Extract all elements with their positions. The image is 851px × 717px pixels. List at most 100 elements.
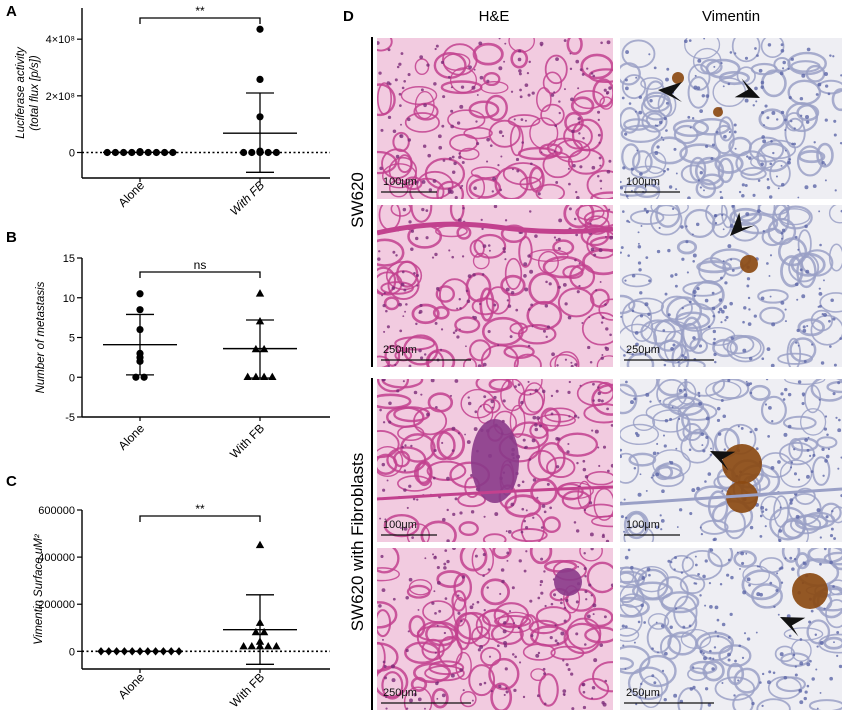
tissue-septum: [760, 395, 787, 425]
cell-nucleus: [500, 155, 503, 158]
cell-nucleus: [410, 247, 414, 251]
cell-nucleus: [653, 681, 657, 685]
cell-nucleus: [386, 325, 390, 329]
cell-nucleus: [821, 447, 825, 452]
cell-nucleus: [459, 104, 464, 109]
scale-bar-label: 250μm: [626, 687, 660, 699]
tissue-septum: [705, 205, 728, 226]
cell-nucleus: [570, 364, 574, 367]
cell-nucleus: [527, 380, 530, 383]
cell-nucleus: [485, 160, 489, 163]
tissue-septum: [557, 287, 595, 318]
cell-nucleus: [479, 75, 484, 80]
cell-nucleus: [660, 519, 665, 523]
cell-nucleus: [667, 313, 671, 317]
cell-nucleus: [519, 88, 522, 92]
cell-nucleus: [696, 287, 700, 291]
cell-nucleus: [567, 167, 570, 170]
tissue-septum: [742, 565, 770, 586]
cell-nucleus: [692, 290, 697, 294]
cell-nucleus: [521, 507, 525, 511]
tissue-septum: [634, 566, 669, 593]
cell-nucleus: [693, 582, 696, 585]
cell-nucleus: [606, 92, 609, 95]
cell-nucleus: [771, 110, 776, 115]
tissue-septum: [714, 676, 756, 701]
cell-nucleus: [637, 245, 642, 249]
cell-nucleus: [803, 360, 807, 363]
cell-nucleus: [458, 152, 461, 155]
cell-nucleus: [511, 653, 515, 656]
cell-nucleus: [678, 417, 681, 421]
tissue-septum: [621, 273, 653, 288]
cell-nucleus: [676, 526, 679, 528]
cell-nucleus: [505, 687, 508, 690]
cell-nucleus: [639, 473, 642, 476]
tissue-septum: [377, 601, 398, 629]
cell-nucleus: [790, 466, 793, 469]
data-point: [272, 642, 281, 650]
micrograph-vimentin-3: 100μm: [620, 379, 842, 542]
cell-nucleus: [768, 195, 773, 199]
tissue-septum: [767, 217, 797, 246]
cell-nucleus: [466, 299, 471, 304]
cell-nucleus: [592, 74, 596, 78]
tissue-septum: [808, 699, 842, 710]
cell-nucleus: [739, 567, 741, 570]
cell-nucleus: [778, 529, 783, 533]
cell-nucleus: [730, 258, 733, 261]
tissue-septum: [453, 596, 467, 627]
cell-nucleus: [756, 565, 759, 568]
cell-nucleus: [786, 614, 791, 619]
cell-nucleus: [712, 657, 715, 660]
tissue-septum: [819, 292, 842, 313]
tissue-septum: [582, 248, 613, 276]
cell-nucleus: [755, 447, 759, 451]
tissue-septum: [729, 207, 762, 226]
cell-nucleus: [598, 156, 602, 160]
cell-nucleus: [498, 684, 502, 688]
cell-nucleus: [446, 508, 449, 512]
cell-nucleus: [413, 390, 418, 395]
cell-nucleus: [593, 658, 598, 663]
x-category-label: With FB: [227, 670, 267, 710]
cell-nucleus: [461, 575, 466, 579]
tissue-septum: [633, 183, 660, 198]
tissue-septum: [718, 116, 734, 142]
y-tick-label: 400000: [38, 552, 75, 564]
data-point: [240, 148, 248, 157]
cell-nucleus: [784, 308, 787, 311]
cell-nucleus: [675, 607, 678, 610]
cell-nucleus: [833, 119, 837, 123]
tissue-septum: [512, 379, 543, 396]
cell-nucleus: [609, 333, 612, 337]
cell-nucleus: [529, 269, 534, 274]
cell-nucleus: [768, 406, 772, 410]
cell-nucleus: [558, 111, 561, 115]
cell-nucleus: [382, 488, 386, 492]
cell-nucleus: [671, 406, 674, 408]
cell-nucleus: [588, 583, 592, 587]
tissue-septum: [589, 288, 610, 308]
cell-nucleus: [593, 253, 597, 257]
cell-nucleus: [563, 606, 567, 610]
cell-nucleus: [589, 361, 593, 364]
vimentin-positive-cells: [713, 107, 723, 117]
tissue-septum: [542, 71, 563, 95]
tissue-septum: [794, 513, 829, 531]
cell-nucleus: [428, 188, 433, 192]
cell-nucleus: [819, 691, 822, 694]
cell-nucleus: [421, 180, 426, 184]
cell-nucleus: [467, 396, 470, 399]
cell-nucleus: [746, 382, 751, 387]
tissue-septum: [377, 238, 405, 267]
cell-nucleus: [438, 289, 441, 292]
cell-nucleus: [591, 429, 594, 432]
cell-nucleus: [412, 497, 416, 501]
data-point: [248, 148, 256, 157]
cell-nucleus: [794, 235, 798, 239]
cell-nucleus: [797, 196, 800, 199]
tissue-septum: [389, 179, 409, 198]
cell-nucleus: [823, 607, 826, 610]
cell-nucleus: [589, 532, 594, 537]
